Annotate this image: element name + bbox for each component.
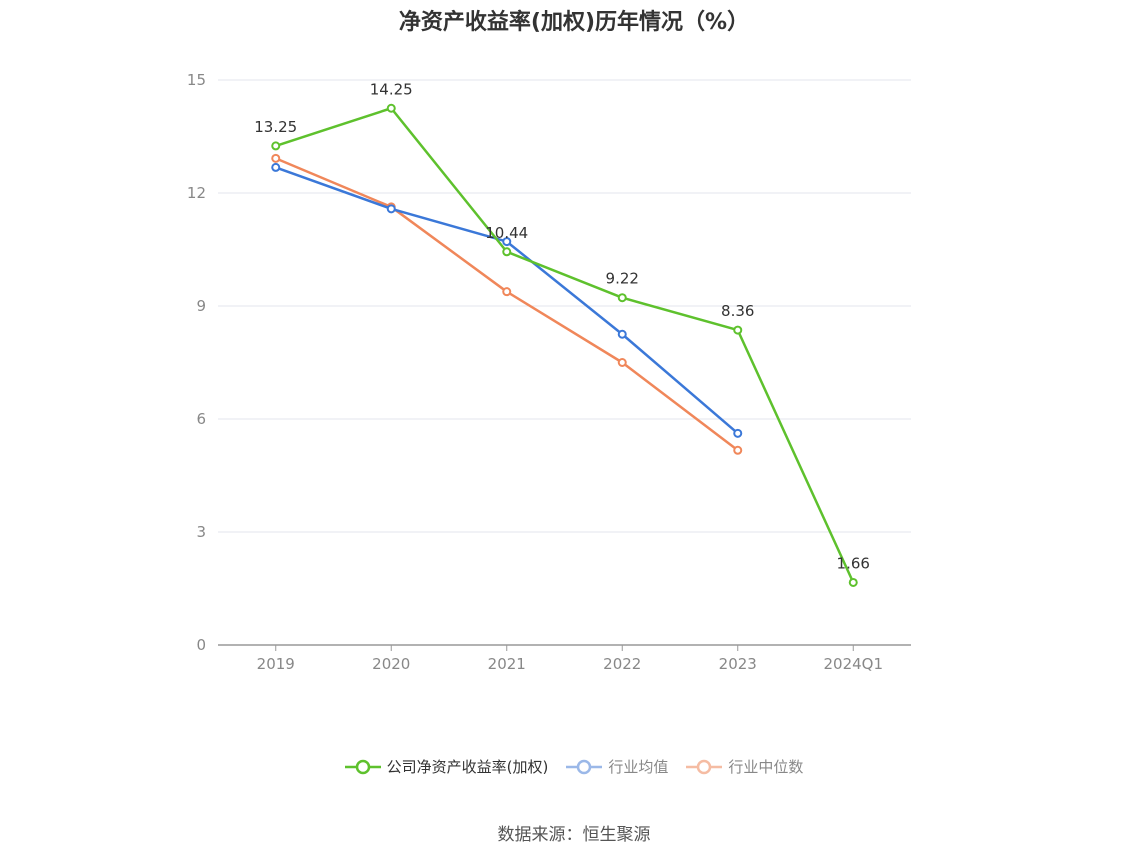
data-label: 13.25 — [254, 118, 297, 136]
legend-label-industry-median: 行业中位数 — [728, 758, 804, 776]
data-label: 14.25 — [370, 80, 413, 98]
data-point-2 — [617, 358, 627, 367]
legend-label-industry-mean: 行业均值 — [608, 758, 669, 776]
data-point-1 — [617, 329, 627, 339]
y-tick-label: 3 — [196, 523, 206, 541]
y-tick-label: 9 — [196, 297, 206, 315]
data-point-2 — [733, 445, 743, 455]
data-label: 9.22 — [606, 270, 639, 288]
x-tick-label: 2020 — [372, 655, 410, 673]
data-point-0 — [848, 577, 858, 587]
y-tick-label: 0 — [196, 636, 206, 654]
data-point-0 — [502, 247, 512, 257]
y-tick-label: 15 — [187, 71, 206, 89]
line-chart: 0 3 6 9 12 15 2019 2020 2021 2022 2023 2024Q1 13.25 1… — [187, 71, 911, 673]
legend-marker-industry-median — [686, 759, 723, 774]
data-point-1 — [733, 428, 743, 438]
data-label: 1.66 — [837, 554, 870, 572]
data-point-1 — [386, 204, 396, 214]
series-line-1 — [275, 166, 739, 435]
x-tick-label: 2023 — [719, 655, 757, 673]
y-tick-label: 6 — [196, 410, 206, 428]
legend-label-company: 公司净资产收益率(加权) — [386, 758, 549, 776]
data-source: 数据来源：恒生聚源 — [497, 825, 651, 845]
data-point-0 — [271, 141, 281, 151]
legend: 公司净资产收益率(加权) 行业均值 行业中位数 — [0, 756, 1148, 777]
legend-item-company[interactable]: 公司净资产收益率(加权) — [344, 756, 549, 777]
x-tick-label: 2022 — [603, 655, 641, 673]
data-label: 8.36 — [721, 302, 754, 320]
data-point-0 — [617, 293, 627, 303]
x-tick-label: 2019 — [257, 655, 295, 673]
legend-item-industry-mean[interactable]: 行业均值 — [566, 756, 668, 777]
x-tick-label: 2024Q1 — [823, 655, 883, 673]
data-point-0 — [733, 325, 743, 335]
series-line-2 — [275, 157, 739, 452]
legend-marker-company — [344, 759, 381, 774]
data-point-0 — [386, 103, 396, 113]
series-line-0 — [275, 107, 855, 583]
data-point-2 — [271, 153, 281, 163]
legend-marker-industry-mean — [566, 759, 603, 774]
data-point-1 — [271, 162, 281, 172]
data-point-1 — [502, 237, 512, 247]
x-tick-label: 2021 — [488, 655, 526, 673]
legend-item-industry-median[interactable]: 行业中位数 — [686, 756, 803, 777]
data-point-2 — [502, 287, 512, 297]
y-tick-label: 12 — [187, 184, 206, 202]
data-label: 10.44 — [485, 224, 528, 242]
chart-title: 净资产收益率(加权)历年情况（%） — [398, 10, 750, 35]
